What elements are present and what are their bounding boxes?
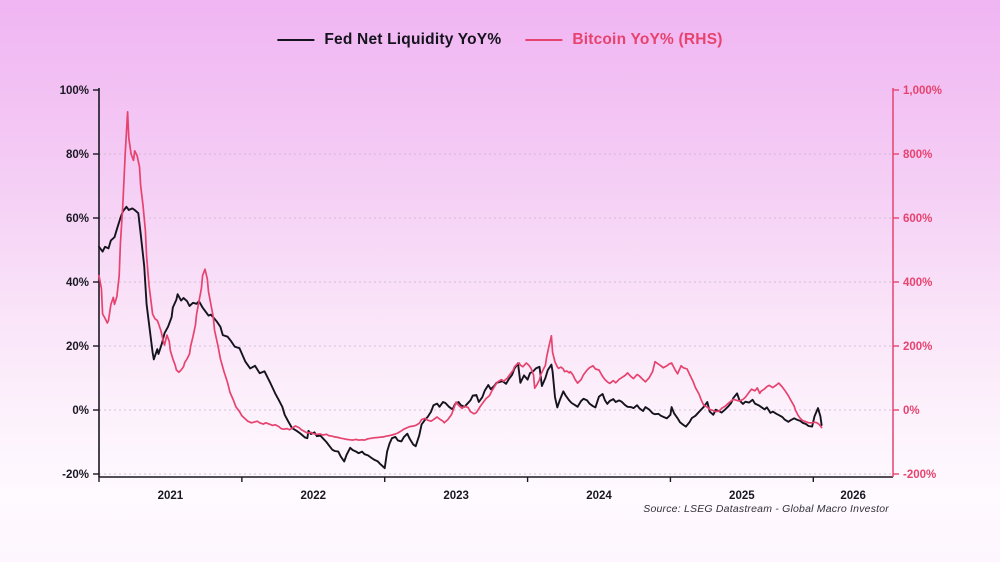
btc-series-line xyxy=(98,110,823,441)
left-tick-label: -20% xyxy=(62,469,89,481)
fed-legend-label: Fed Net Liquidity YoY% xyxy=(324,31,502,48)
right-tick-label: 0% xyxy=(903,405,920,417)
right-tick-label: 200% xyxy=(903,341,932,353)
year-label: 2022 xyxy=(300,490,326,502)
fed-series-line xyxy=(98,205,823,470)
left-tick-label: 60% xyxy=(66,213,89,225)
fed-line-swatch xyxy=(277,39,315,41)
legend-item-fed: Fed Net Liquidity YoY% xyxy=(277,31,501,49)
year-label: 2021 xyxy=(158,490,184,502)
left-tick-label: 0% xyxy=(72,405,89,417)
left-tick-label: 100% xyxy=(60,85,89,97)
right-tick-label: 1,000% xyxy=(903,85,942,97)
right-tick-label: -200% xyxy=(903,469,936,481)
source-note: Source: LSEG Datastream - Global Macro I… xyxy=(643,503,889,515)
left-tick-label: 40% xyxy=(66,277,89,289)
right-tick-label: 600% xyxy=(903,213,932,225)
chart-legend: Fed Net Liquidity YoY% Bitcoin YoY% (RHS… xyxy=(277,31,722,49)
btc-legend-label: Bitcoin YoY% (RHS) xyxy=(572,31,723,48)
left-tick-label: 80% xyxy=(66,149,89,161)
btc-line-swatch xyxy=(525,39,563,41)
legend-item-btc: Bitcoin YoY% (RHS) xyxy=(525,31,722,49)
year-label: 2026 xyxy=(840,490,866,502)
year-label: 2025 xyxy=(729,490,755,502)
left-tick-label: 20% xyxy=(66,341,89,353)
year-label: 2023 xyxy=(443,490,469,502)
year-label: 2024 xyxy=(586,490,612,502)
right-tick-label: 400% xyxy=(903,277,932,289)
right-tick-label: 800% xyxy=(903,149,932,161)
